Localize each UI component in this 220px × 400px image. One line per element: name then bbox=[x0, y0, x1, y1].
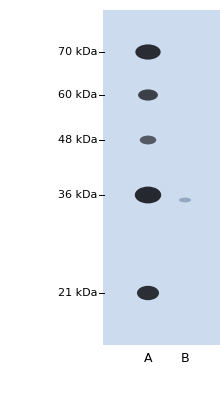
Ellipse shape bbox=[179, 198, 191, 202]
Ellipse shape bbox=[138, 89, 158, 101]
Text: 48 kDa: 48 kDa bbox=[58, 135, 97, 145]
Text: 36 kDa: 36 kDa bbox=[58, 190, 97, 200]
Text: A: A bbox=[144, 352, 152, 364]
Ellipse shape bbox=[135, 186, 161, 203]
Ellipse shape bbox=[137, 286, 159, 300]
Bar bbox=[103, 10, 220, 345]
Ellipse shape bbox=[140, 136, 156, 144]
Text: B: B bbox=[181, 352, 189, 364]
Text: 60 kDa: 60 kDa bbox=[58, 90, 97, 100]
Ellipse shape bbox=[135, 44, 161, 60]
Text: 21 kDa: 21 kDa bbox=[58, 288, 97, 298]
Text: 70 kDa: 70 kDa bbox=[58, 47, 97, 57]
